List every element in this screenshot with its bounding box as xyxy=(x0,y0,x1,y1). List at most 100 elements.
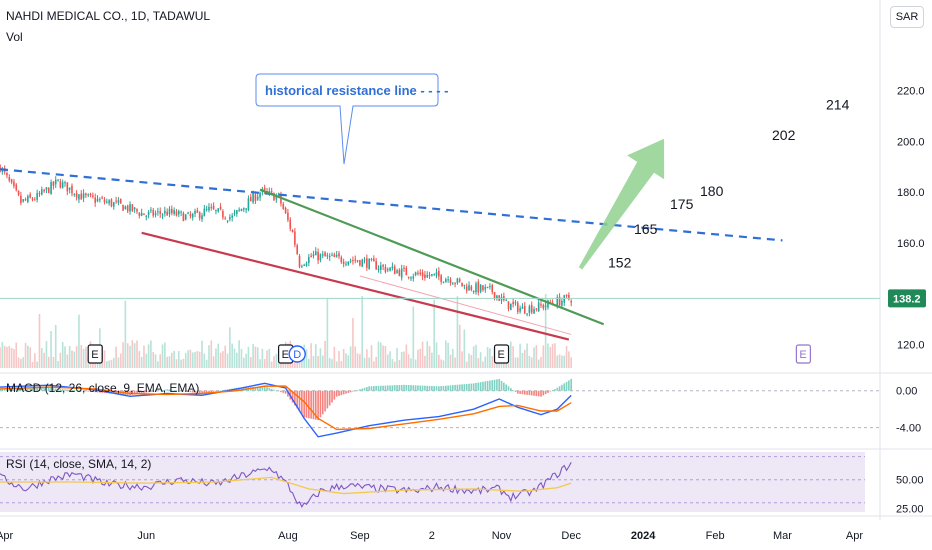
earnings-marker[interactable]: E xyxy=(87,344,103,364)
target-label[interactable]: 165 xyxy=(634,221,658,237)
macd-histogram-bar xyxy=(456,384,459,391)
macd-histogram-bar xyxy=(542,390,545,396)
target-label[interactable]: 180 xyxy=(700,183,724,199)
macd-histogram-bar xyxy=(407,385,410,391)
resistance-callout[interactable]: historical resistance line - - - - xyxy=(255,73,449,165)
macd-pane[interactable] xyxy=(0,378,880,438)
macd-histogram-bar xyxy=(321,390,324,415)
macd-histogram-bar xyxy=(47,387,50,391)
target-label[interactable]: 152 xyxy=(608,254,632,270)
candle xyxy=(284,206,287,214)
volume-bar xyxy=(217,343,220,368)
volume-bar xyxy=(219,352,222,368)
rsi-legend[interactable]: RSI (14, close, SMA, 14, 2) xyxy=(6,457,151,471)
macd-histogram-bar xyxy=(486,380,489,391)
volume-bar xyxy=(161,344,164,368)
volume-bar xyxy=(428,346,431,368)
candle xyxy=(526,313,528,317)
volume-bar xyxy=(549,347,552,368)
last-price-tag[interactable] xyxy=(888,289,926,308)
volume-bar xyxy=(180,359,182,368)
candle xyxy=(400,264,403,281)
macd-legend[interactable]: MACD (12, 26, close, 9, EMA, EMA) xyxy=(6,381,199,395)
projection-arrow[interactable] xyxy=(578,138,665,270)
svg-text:E: E xyxy=(282,349,289,361)
candle xyxy=(238,207,240,212)
candle xyxy=(236,209,238,217)
candle-series[interactable] xyxy=(0,163,572,317)
macd-histogram-bar xyxy=(52,388,55,391)
macd-histogram-bar xyxy=(521,390,524,395)
macd-histogram-bar xyxy=(540,390,542,397)
candle xyxy=(354,255,357,264)
volume-bar xyxy=(521,352,524,368)
candle xyxy=(64,180,66,187)
volume-bar xyxy=(175,359,178,368)
time-axis[interactable]: Apr Jun Aug Sep 2 Nov Dec 2024 Feb Mar Apr xyxy=(0,530,863,542)
candle xyxy=(22,199,25,203)
macd-histogram-bar xyxy=(273,389,275,391)
volume-bar xyxy=(475,344,477,368)
currency-button[interactable]: SAR xyxy=(890,6,924,28)
candle xyxy=(82,189,85,203)
candle xyxy=(496,294,498,301)
volume-bar xyxy=(24,342,27,368)
volume-bar xyxy=(514,357,517,368)
target-label[interactable]: 202 xyxy=(772,127,796,143)
macd-histogram-bar xyxy=(498,378,501,391)
lower-trend-line[interactable] xyxy=(141,231,570,341)
candle xyxy=(561,297,563,309)
target-label[interactable]: 214 xyxy=(826,97,850,113)
volume-bar xyxy=(510,341,512,368)
volume-bar xyxy=(115,346,117,368)
macd-histogram-bar xyxy=(112,390,115,394)
volume-bar xyxy=(136,340,138,368)
rsi-pane[interactable] xyxy=(0,456,865,509)
macd-histogram-bar xyxy=(363,387,366,391)
macd-histogram-bar xyxy=(196,390,199,394)
volume-bar xyxy=(261,348,264,368)
historical-resistance-line[interactable] xyxy=(0,168,783,242)
macd-histogram-bar xyxy=(145,390,148,393)
upper-trend-line[interactable] xyxy=(259,188,605,326)
volume-bar xyxy=(242,357,245,368)
macd-histogram-bar xyxy=(166,389,168,391)
macd-histogram-bar xyxy=(15,387,18,391)
volume-bar xyxy=(68,345,71,368)
candle xyxy=(472,290,475,294)
candle xyxy=(61,179,64,189)
earnings-marker[interactable]: E xyxy=(493,344,510,364)
volume-bar xyxy=(419,348,422,368)
macd-histogram-bar xyxy=(528,390,531,396)
macd-histogram-bar xyxy=(458,384,461,391)
macd-histogram-bar xyxy=(263,386,266,391)
volume-bar xyxy=(368,357,370,368)
volume-bar xyxy=(403,351,405,368)
candle xyxy=(405,265,408,276)
dividend-marker[interactable]: D xyxy=(288,345,306,363)
svg-text:E: E xyxy=(91,349,98,361)
macd-histogram-bar xyxy=(451,385,454,391)
candle xyxy=(203,204,206,217)
price-tick-label: 120.0 xyxy=(897,340,925,352)
candle xyxy=(124,205,127,210)
candle xyxy=(138,212,141,219)
target-label[interactable]: 175 xyxy=(670,196,694,212)
macd-histogram-bar xyxy=(68,389,71,391)
macd-histogram-bar xyxy=(312,390,315,420)
earnings-marker[interactable]: E xyxy=(795,344,811,364)
candle xyxy=(171,205,173,216)
symbol-title[interactable]: NAHDI MEDICAL CO., 1D, TADAWUL xyxy=(6,9,211,23)
candle xyxy=(210,203,213,211)
volume-bar xyxy=(328,358,331,368)
volume-bar xyxy=(75,346,78,368)
time-tick-label: Feb xyxy=(706,530,725,542)
candle xyxy=(294,227,296,248)
volume-bar xyxy=(324,340,326,368)
macd-histogram-bar xyxy=(345,390,347,394)
candle xyxy=(479,284,482,294)
macd-histogram-bar xyxy=(433,386,436,391)
macd-histogram-bar xyxy=(57,388,59,391)
